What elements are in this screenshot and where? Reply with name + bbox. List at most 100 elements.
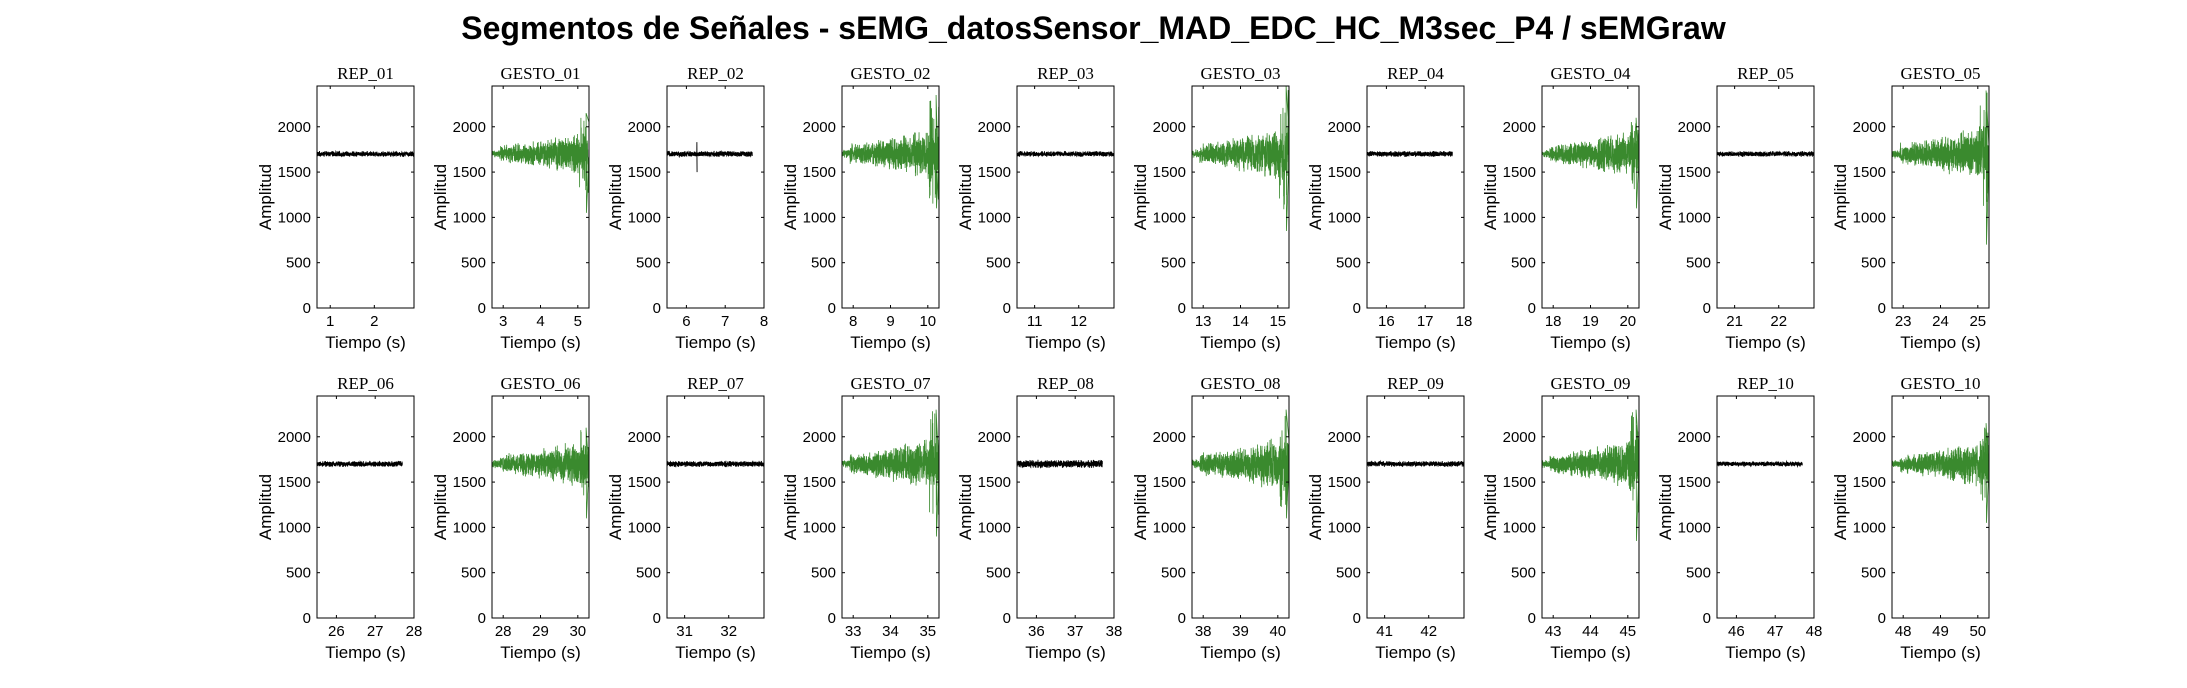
x-tick-label: 8 <box>760 313 768 330</box>
y-tick-label: 1000 <box>1328 519 1361 536</box>
x-tick-label: 4 <box>536 313 544 330</box>
axes-box <box>1716 395 1815 619</box>
subplot-rep-03: 0 500 1000 1500 2000 11 12 REP_03 Tiempo (s) Ampl… <box>956 64 1115 352</box>
y-tick-label: 0 <box>1878 610 1886 627</box>
x-tick-label: 40 <box>1269 623 1286 640</box>
y-tick-label: 0 <box>1878 300 1886 317</box>
x-axis-label: Tiempo (s) <box>1725 643 1806 662</box>
y-tick-label: 2000 <box>1678 119 1711 136</box>
axes-box <box>1541 395 1640 619</box>
x-tick-label: 38 <box>1195 623 1212 640</box>
y-tick-label: 2000 <box>278 429 311 446</box>
y-tick-label: 0 <box>303 300 311 317</box>
x-axis-label: Tiempo (s) <box>850 643 931 662</box>
x-tick-label: 16 <box>1378 313 1395 330</box>
y-tick-label: 1500 <box>1328 164 1361 181</box>
y-tick-label: 2000 <box>628 119 661 136</box>
y-axis-label: Amplitud <box>781 474 800 540</box>
y-tick-label: 1000 <box>1853 519 1886 536</box>
axes-box <box>1016 395 1115 619</box>
x-tick-label: 36 <box>1028 623 1045 640</box>
axes-box <box>491 85 590 309</box>
y-tick-label: 1000 <box>1503 519 1536 536</box>
y-axis-label: Amplitud <box>1831 474 1850 540</box>
x-tick-label: 3 <box>499 313 507 330</box>
y-tick-label: 1500 <box>1678 474 1711 491</box>
subplot-gesto-04: 0 500 1000 1500 2000 18 19 20 GESTO_04 Tiempo (s)… <box>1481 64 1640 352</box>
x-tick-label: 23 <box>1895 313 1912 330</box>
x-tick-label: 11 <box>1027 313 1043 330</box>
y-tick-label: 0 <box>1003 300 1011 317</box>
y-axis-label: Amplitud <box>781 164 800 230</box>
y-tick-label: 0 <box>828 610 836 627</box>
x-tick-label: 22 <box>1770 313 1787 330</box>
x-tick-label: 14 <box>1232 313 1249 330</box>
axes-box <box>666 85 765 309</box>
y-tick-label: 1000 <box>453 209 486 226</box>
y-tick-label: 1000 <box>1153 519 1186 536</box>
y-tick-label: 1000 <box>453 519 486 536</box>
y-tick-label: 2000 <box>803 119 836 136</box>
axes-box <box>841 395 940 619</box>
y-tick-label: 0 <box>1178 300 1186 317</box>
x-axis-label: Tiempo (s) <box>1200 333 1281 352</box>
y-axis-label: Amplitud <box>431 474 450 540</box>
signal-line-rep-08 <box>1017 459 1103 469</box>
x-axis-label: Tiempo (s) <box>1375 643 1456 662</box>
y-tick-label: 2000 <box>1503 119 1536 136</box>
subplot-rep-04: 0 500 1000 1500 2000 16 17 18 REP_04 Tiempo (s) Am… <box>1306 64 1472 352</box>
y-tick-label: 2000 <box>1503 429 1536 446</box>
x-tick-label: 19 <box>1582 313 1599 330</box>
y-axis-label: Amplitud <box>956 474 975 540</box>
x-axis-label: Tiempo (s) <box>325 643 406 662</box>
signal-line-gesto-05 <box>1892 90 1989 245</box>
y-tick-label: 500 <box>1336 565 1361 582</box>
y-tick-label: 500 <box>1861 255 1886 272</box>
y-tick-label: 1000 <box>1153 209 1186 226</box>
y-tick-label: 1500 <box>628 164 661 181</box>
signal-line-rep-07 <box>667 460 764 468</box>
x-tick-label: 29 <box>532 623 549 640</box>
y-axis-label: Amplitud <box>1656 474 1675 540</box>
y-tick-label: 1000 <box>1678 519 1711 536</box>
x-axis-label: Tiempo (s) <box>1550 643 1631 662</box>
signal-line-rep-01 <box>317 149 414 158</box>
x-axis-label: Tiempo (s) <box>1725 333 1806 352</box>
subplot-title: REP_02 <box>687 64 744 83</box>
x-axis-label: Tiempo (s) <box>325 333 406 352</box>
y-tick-label: 500 <box>1686 565 1711 582</box>
x-tick-label: 45 <box>1619 623 1636 640</box>
y-tick-label: 1500 <box>803 474 836 491</box>
x-tick-label: 35 <box>919 623 936 640</box>
y-tick-label: 1000 <box>803 519 836 536</box>
y-axis-label: Amplitud <box>1831 164 1850 230</box>
subplot-title: REP_03 <box>1037 64 1094 83</box>
axes-box <box>1366 395 1465 619</box>
x-tick-label: 28 <box>406 623 423 640</box>
y-tick-label: 2000 <box>1678 429 1711 446</box>
y-axis-label: Amplitud <box>256 164 275 230</box>
subplot-title: REP_08 <box>1037 374 1094 393</box>
subplot-rep-10: 0 500 1000 1500 2000 46 47 48 REP_10 Tiempo (s) Am… <box>1656 374 1822 662</box>
subplot-title: GESTO_10 <box>1901 374 1981 393</box>
y-tick-label: 1000 <box>278 519 311 536</box>
x-tick-label: 42 <box>1420 623 1437 640</box>
subplot-title: GESTO_01 <box>501 64 581 83</box>
y-tick-label: 1000 <box>1503 209 1536 226</box>
y-tick-label: 500 <box>1336 255 1361 272</box>
y-tick-label: 1500 <box>453 164 486 181</box>
signal-line-rep-10 <box>1717 459 1803 469</box>
y-tick-label: 1500 <box>1678 164 1711 181</box>
x-tick-label: 10 <box>919 313 936 330</box>
x-tick-label: 15 <box>1269 313 1286 330</box>
x-tick-label: 8 <box>849 313 857 330</box>
y-axis-label: Amplitud <box>256 474 275 540</box>
x-axis-label: Tiempo (s) <box>1025 333 1106 352</box>
x-tick-label: 9 <box>886 313 894 330</box>
x-axis-label: Tiempo (s) <box>1200 643 1281 662</box>
signal-line-gesto-04 <box>1542 117 1639 209</box>
signal-line-gesto-08 <box>1192 409 1289 519</box>
y-tick-label: 1000 <box>1678 209 1711 226</box>
y-tick-label: 500 <box>636 255 661 272</box>
